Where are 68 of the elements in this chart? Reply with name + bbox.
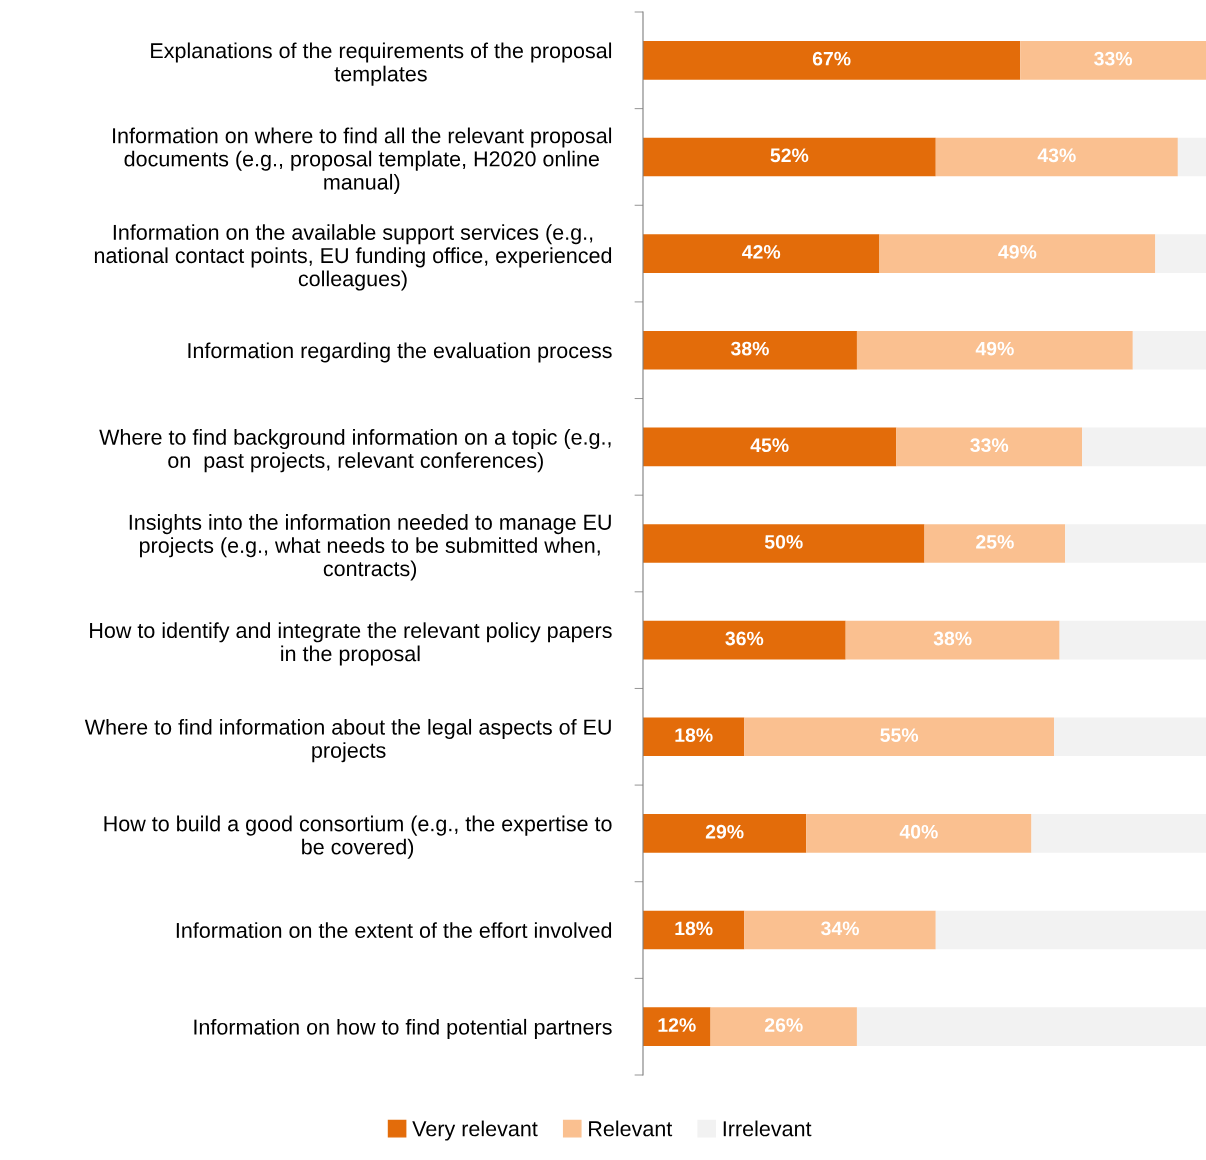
data-label: 25%: [976, 534, 1014, 549]
bar: [879, 234, 1156, 273]
bar: [856, 1007, 1206, 1047]
bar: [643, 814, 807, 853]
data-label: 40%: [899, 824, 938, 839]
data-label: 42%: [742, 245, 781, 259]
bar: [1053, 717, 1206, 757]
bar: [643, 717, 745, 757]
bar: [643, 330, 857, 370]
bar: [1155, 234, 1206, 273]
data-label: 45%: [750, 438, 789, 453]
bar: [896, 427, 1083, 467]
bar: [1059, 620, 1206, 660]
data-label: 52%: [770, 148, 809, 163]
bar: [924, 524, 1066, 563]
bar: [935, 910, 1206, 950]
data-label: 12%: [658, 1018, 696, 1032]
bar: [643, 234, 880, 273]
data-label: 49%: [998, 245, 1037, 259]
data-label: 26%: [764, 1018, 803, 1032]
bar: [643, 1007, 711, 1047]
data-label: 18%: [675, 921, 713, 936]
data-label: 29%: [705, 824, 744, 839]
data-label: 36%: [725, 631, 764, 646]
bar: [643, 427, 897, 467]
bar: [643, 40, 1021, 80]
y-tick-label: Information on the extent of the effort involved: [176, 922, 612, 939]
y-tick-label: Information on how to find potential partners: [194, 1018, 612, 1039]
y-tick-label: Information on where to find all the relevant proposal documents (e.g., proposal template, H2020 online manual): [113, 127, 612, 194]
bar: [643, 620, 846, 660]
y-tick-label: Insights into the information needed to manage EU projects (e.g., what needs to be submitted when, contracts): [129, 514, 611, 581]
bar: [1020, 40, 1206, 80]
data-label: 43%: [1037, 148, 1076, 163]
y-tick-label: Information on the available support services (e.g., national contact points, EU funding office, experienced colleagues): [94, 224, 612, 291]
legend-label: Irrelevant: [723, 1120, 812, 1137]
bar: [643, 910, 745, 950]
bar: [806, 814, 1032, 853]
y-tick-label: Explanations of the requirements of the proposal templates: [151, 42, 612, 86]
bar: [744, 910, 936, 950]
bar: [1082, 427, 1206, 467]
bar: [856, 330, 1133, 370]
data-label: 33%: [1094, 51, 1133, 66]
data-label: 38%: [730, 341, 769, 356]
bar: [744, 717, 1054, 757]
data-label: 18%: [675, 728, 713, 742]
y-tick-label: How to build a good consortium (e.g., the expertise to be covered): [104, 815, 612, 859]
y-tick-label: Where to find information about the legal aspects of EU projects: [84, 718, 611, 763]
data-label: 33%: [970, 438, 1009, 453]
bar: [643, 524, 925, 563]
legend-label: Very relevant: [412, 1120, 538, 1141]
legend-label: Relevant: [589, 1120, 673, 1137]
bar: [710, 1007, 857, 1047]
y-tick-label: Information regarding the evaluation process: [188, 342, 612, 363]
bar: [1177, 137, 1206, 177]
bar: [935, 137, 1178, 177]
y-tick-label: Where to find background information on a topic (e.g., on past projects, relevant conferences): [99, 429, 611, 473]
bar: [1065, 524, 1206, 563]
data-label: 34%: [821, 921, 859, 936]
bar: [845, 620, 1060, 660]
data-label: 67%: [812, 51, 851, 66]
data-label: 49%: [975, 341, 1014, 356]
bar: [643, 137, 936, 177]
bar: [1132, 330, 1206, 370]
data-label: 55%: [880, 728, 919, 742]
data-label: 38%: [933, 631, 972, 646]
y-tick-label: How to identify and integrate the relevant policy papers in the proposal: [90, 622, 612, 666]
data-label: 50%: [764, 534, 803, 549]
bar: [1031, 814, 1206, 853]
